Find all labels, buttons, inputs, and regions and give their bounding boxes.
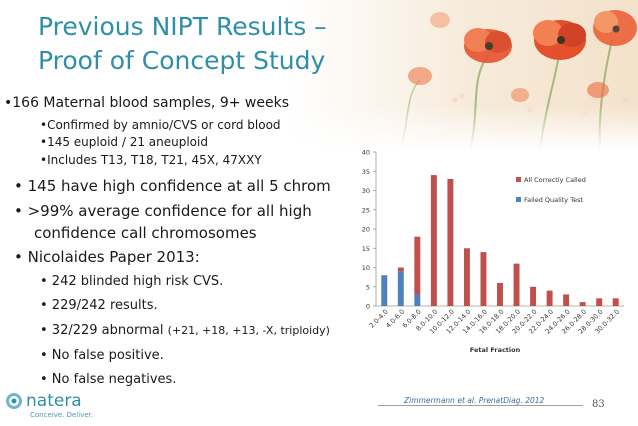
bullet-abnormal-main: • 32/229 abnormal xyxy=(40,323,168,338)
y-tick-label: 40 xyxy=(362,149,370,157)
bar-all-correctly-called xyxy=(414,236,421,295)
bullet-includes: •Includes T13, T18, T21, 45X, 47XXY xyxy=(40,153,262,167)
bullet-abnormal-detail: (+21, +18, +13, -X, triploidy) xyxy=(167,324,330,337)
bar-all-correctly-called xyxy=(579,302,586,306)
bullet-high-confidence: • 145 have high confidence at all 5 chro… xyxy=(14,177,331,195)
y-tick-label: 35 xyxy=(362,168,370,176)
citation: Zimmermann et al. PrenatDiag. 2012 xyxy=(404,396,545,405)
logo-tagline: Conceive. Deliver. xyxy=(30,411,94,419)
y-tick-label: 0 xyxy=(366,303,370,311)
y-tick-label: 5 xyxy=(366,283,370,291)
legend-swatch-failed-quality-test xyxy=(516,197,521,202)
bar-all-correctly-called xyxy=(530,286,537,306)
bullet-average-confidence-line-1: • >99% average confidence for all high xyxy=(14,202,312,220)
bullet-average-confidence-line-2: confidence call chromosomes xyxy=(34,224,257,242)
bar-all-correctly-called xyxy=(546,290,553,306)
bar-all-correctly-called xyxy=(563,294,570,306)
chart-legend: All Correctly Called Failed Quality Test xyxy=(516,176,586,204)
bar-all-correctly-called xyxy=(513,263,520,306)
slide-title: Previous NIPT Results – Proof of Concept… xyxy=(38,10,327,78)
bar-all-correctly-called xyxy=(497,282,503,306)
bar-all-correctly-called xyxy=(612,298,619,306)
bullet-blinded-cvs: • 242 blinded high risk CVS. xyxy=(40,274,224,289)
bar-series xyxy=(381,175,619,306)
slide-title-line-2: Proof of Concept Study xyxy=(38,46,326,75)
bar-all-correctly-called xyxy=(480,252,487,306)
bullet-abnormal: • 32/229 abnormal (+21, +18, +13, -X, tr… xyxy=(40,323,330,338)
natera-logo-mark-icon xyxy=(6,393,22,409)
slide-number: 83 xyxy=(592,399,605,410)
bar-failed-quality-test xyxy=(397,271,404,306)
y-tick-label: 25 xyxy=(362,206,370,214)
bullet-samples: •166 Maternal blood samples, 9+ weeks xyxy=(4,95,289,111)
y-tick-label: 30 xyxy=(362,187,370,195)
legend-swatch-all-correctly-called xyxy=(516,177,521,182)
bar-all-correctly-called xyxy=(596,298,603,306)
bullet-nicolaides: • Nicolaides Paper 2013: xyxy=(14,248,200,266)
bar-all-correctly-called xyxy=(397,267,404,272)
y-tick-label: 20 xyxy=(362,226,370,234)
x-axis: 2.0-4.04.0-6.06.0-8.08.0-10.010.0-12.012… xyxy=(368,305,624,336)
svg-text:natera: natera xyxy=(26,391,82,411)
natera-logo: natera xyxy=(6,391,82,411)
slide-title-line-1: Previous NIPT Results – xyxy=(38,12,327,41)
legend-label-all-correctly-called: All Correctly Called xyxy=(524,176,586,184)
footer-divider xyxy=(378,405,583,406)
x-axis-title: Fetal Fraction xyxy=(470,346,521,354)
legend-label-failed-quality-test: Failed Quality Test xyxy=(524,196,583,204)
bar-failed-quality-test xyxy=(414,294,421,306)
fetal-fraction-bar-chart: 0 5 10 15 20 25 30 35 40 2.0-4.04.0-6.06.0-8.08.… xyxy=(362,149,624,354)
bullet-results: • 229/242 results. xyxy=(40,298,158,313)
bar-all-correctly-called xyxy=(447,178,454,306)
y-tick-label: 15 xyxy=(362,245,370,253)
bar-failed-quality-test xyxy=(381,275,388,306)
bullet-confirmed: •Confirmed by amnio/CVS or cord blood xyxy=(40,118,281,132)
bullet-euploid: •145 euploid / 21 aneuploid xyxy=(40,135,208,149)
bullet-no-false-negatives: • No false negatives. xyxy=(40,372,177,387)
flower-background-image xyxy=(0,0,638,150)
y-axis: 0 5 10 15 20 25 30 35 40 xyxy=(362,149,377,311)
bullet-no-false-positive: • No false positive. xyxy=(40,348,164,363)
y-tick-label: 10 xyxy=(362,264,370,272)
bar-all-correctly-called xyxy=(430,175,437,306)
bar-all-correctly-called xyxy=(463,248,470,306)
